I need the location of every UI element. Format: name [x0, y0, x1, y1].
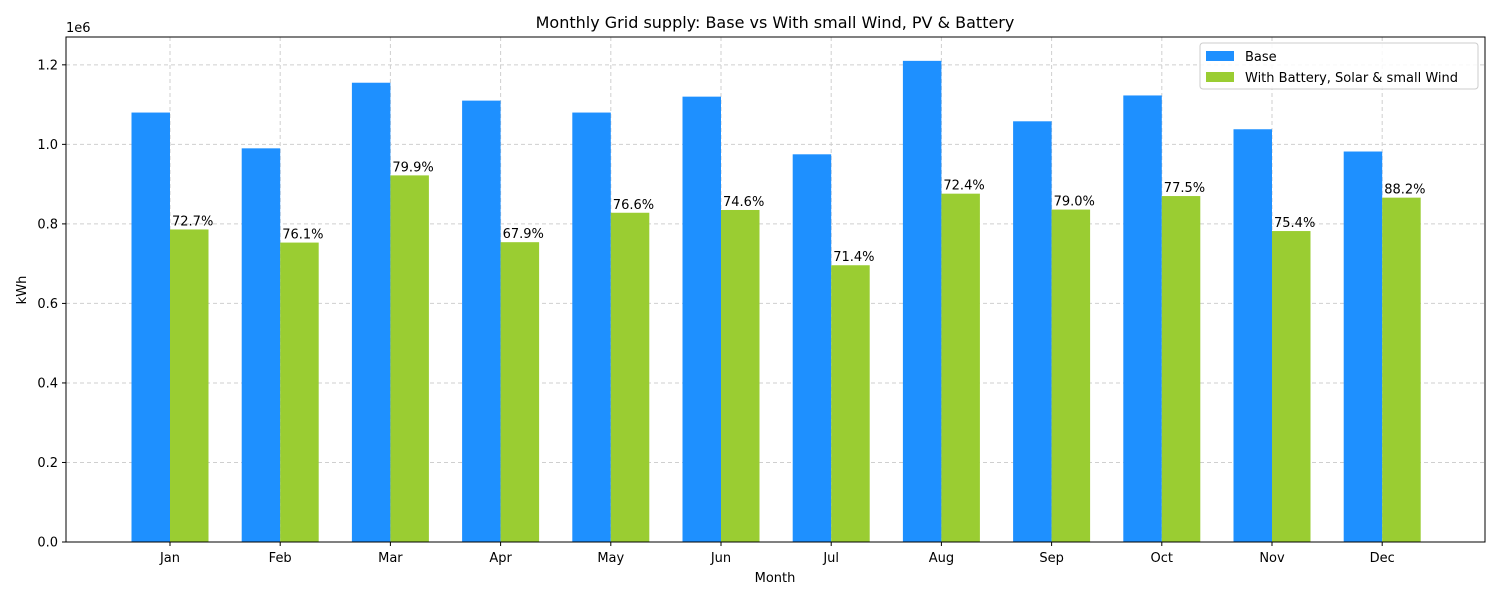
bar-base [1123, 95, 1162, 542]
legend-entry: Base [1245, 50, 1277, 65]
y-axis-ticks: 0.0 0.2 0.4 0.6 0.8 1.0 1.2 [37, 58, 66, 551]
data-label: 76.1% [282, 228, 323, 243]
data-label: 74.6% [723, 195, 764, 210]
bar-base [1013, 121, 1052, 543]
bar-with-battery-solar-wind [170, 229, 209, 542]
x-tick-label: Apr [489, 551, 512, 566]
x-tick-label: Sep [1039, 551, 1064, 566]
data-label: 71.4% [833, 250, 874, 265]
y-tick-label: 0.6 [37, 297, 58, 312]
bar-with-battery-solar-wind [390, 175, 429, 542]
x-tick-label: Nov [1259, 551, 1285, 566]
y-tick-label: 0.2 [37, 456, 58, 471]
x-tick-label: May [597, 551, 624, 566]
bar-base [682, 96, 721, 543]
bar-with-battery-solar-wind [1272, 231, 1311, 542]
x-tick-label: Mar [378, 551, 403, 566]
bar-base [241, 148, 281, 543]
bar-with-battery-solar-wind [610, 212, 650, 542]
bar-base [131, 112, 170, 542]
data-label: 77.5% [1164, 181, 1205, 196]
bar-with-battery-solar-wind [1161, 196, 1201, 542]
legend-entry: With Battery, Solar & small Wind [1245, 71, 1458, 86]
bar-with-battery-solar-wind [831, 265, 870, 542]
x-tick-label: Dec [1370, 551, 1395, 566]
bar-with-battery-solar-wind [500, 242, 540, 543]
data-label: 76.6% [613, 198, 654, 213]
bar-with-battery-solar-wind [721, 209, 760, 542]
x-axis-ticks: Jan Feb Mar Apr May Jun Jul Aug Sep Oct Nov Dec [159, 542, 1395, 566]
legend: Base With Battery, Solar & small Wind [1199, 42, 1479, 90]
bar-base [1343, 151, 1383, 542]
data-label: 75.4% [1274, 216, 1315, 231]
legend-box [1199, 42, 1479, 90]
bar-with-battery-solar-wind [1382, 197, 1421, 542]
x-tick-label: Jan [159, 551, 180, 566]
data-label: 79.0% [1054, 195, 1095, 210]
legend-swatch [1206, 51, 1234, 61]
y-tick-label: 0.8 [37, 217, 58, 232]
bar-base [1233, 129, 1272, 543]
x-tick-label: Jun [710, 551, 731, 566]
y-tick-label: 0.0 [37, 536, 58, 551]
bar-base [462, 100, 501, 543]
bars [131, 60, 1421, 543]
bar-with-battery-solar-wind [941, 193, 980, 542]
x-tick-label: Jul [822, 551, 839, 566]
plot-frame [65, 36, 1486, 543]
bar-with-battery-solar-wind [280, 242, 319, 542]
x-tick-label: Aug [929, 551, 954, 566]
x-tick-label: Feb [269, 551, 292, 566]
bar-base [792, 154, 832, 542]
bar-with-battery-solar-wind [1051, 209, 1091, 542]
x-axis-label: Month [755, 571, 796, 586]
y-axis-label: kWh [15, 276, 30, 305]
bar-base [351, 82, 391, 543]
chart-title: Monthly Grid supply: Base vs With small … [536, 13, 1015, 32]
data-label: 88.2% [1384, 183, 1425, 198]
x-tick-label: Oct [1151, 551, 1173, 566]
bar-base [572, 112, 611, 542]
legend-swatch [1206, 72, 1234, 82]
data-label: 72.7% [172, 214, 213, 229]
bar-base [902, 60, 942, 542]
y-tick-label: 1.2 [37, 58, 58, 73]
y-tick-label: 1.0 [37, 138, 58, 153]
y-tick-label: 0.4 [37, 376, 58, 391]
y-offset-label: 1e6 [66, 21, 91, 36]
data-label: 72.4% [943, 179, 984, 194]
data-label: 67.9% [503, 227, 544, 242]
data-label: 79.9% [392, 160, 433, 175]
data-labels: 72.7% 76.1% 79.9% 67.9% 76.6% 74.6% 71.4% 72.4%… [172, 160, 1426, 265]
